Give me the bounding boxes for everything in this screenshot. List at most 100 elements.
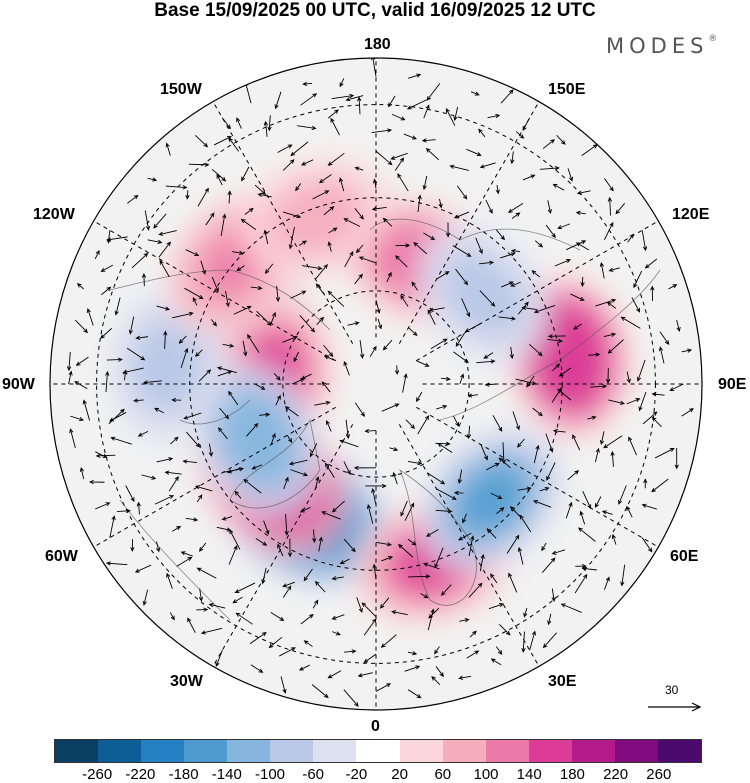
wind-arrow: [185, 249, 200, 257]
wind-arrow: [327, 152, 345, 166]
wind-arrow: [501, 442, 506, 465]
wind-arrow: [416, 391, 423, 403]
wind-arrow: [180, 347, 189, 368]
wind-arrow: [355, 244, 364, 254]
wind-arrow: [263, 520, 270, 535]
wind-arrow: [618, 485, 627, 505]
reference-vector-label: 30: [665, 683, 679, 697]
wind-arrow: [154, 495, 175, 505]
wind-arrow: [234, 582, 256, 594]
wind-arrow: [101, 286, 112, 296]
wind-arrow: [328, 227, 338, 234]
wind-arrow: [547, 338, 564, 343]
wind-arrow: [171, 525, 182, 532]
wind-arrow: [509, 506, 521, 517]
wind-arrow: [512, 411, 520, 431]
colorbar-tick-label: -60: [302, 766, 325, 783]
wind-arrow: [417, 415, 430, 435]
wind-arrow: [357, 672, 373, 678]
modes-logo: MODES®: [606, 34, 717, 58]
wind-arrow: [114, 297, 121, 316]
wind-arrow: [407, 326, 418, 337]
wind-arrow: [163, 330, 168, 349]
wind-arrow: [566, 240, 587, 251]
wind-arrow: [603, 332, 617, 338]
wind-arrow: [354, 208, 364, 220]
wind-arrow: [229, 529, 241, 550]
wind-arrow: [94, 249, 100, 260]
wind-arrow: [246, 422, 259, 437]
wind-arrow: [236, 265, 245, 272]
wind-arrow: [188, 162, 210, 167]
wind-arrow: [354, 166, 364, 171]
wind-arrow: [390, 152, 408, 160]
wind-arrow: [323, 344, 334, 358]
wind-arrow: [344, 649, 357, 654]
lon-label-90e: 90E: [718, 376, 747, 393]
wind-arrow: [479, 162, 496, 169]
wind-arrow: [458, 532, 472, 541]
wind-arrow: [314, 580, 326, 593]
wind-arrow: [358, 256, 377, 264]
wind-arrow: [186, 431, 201, 448]
wind-arrow: [109, 412, 127, 422]
wind-arrow: [395, 243, 411, 248]
wind-arrow: [359, 340, 365, 359]
wind-arrow: [242, 340, 248, 357]
wind-arrow: [220, 213, 227, 237]
wind-arrow: [495, 184, 500, 195]
wind-arrow: [529, 630, 537, 651]
wind-arrow: [288, 459, 308, 466]
wind-arrow: [282, 211, 302, 219]
wind-arrow: [286, 434, 293, 444]
wind-arrow: [277, 144, 293, 153]
wind-arrow: [331, 576, 344, 581]
wind-arrow: [315, 476, 320, 489]
wind-arrow: [542, 632, 558, 649]
wind-arrow: [510, 281, 521, 287]
colorbar-tick-label: 20: [391, 766, 408, 783]
wind-arrow: [82, 399, 91, 421]
wind-arrow: [185, 517, 199, 522]
wind-arrow: [279, 647, 296, 657]
wind-arrow: [303, 640, 313, 647]
wind-arrow: [288, 226, 295, 250]
colorbar-swatch: [571, 740, 615, 762]
wind-arrow: [434, 547, 444, 569]
wind-arrow: [381, 556, 394, 562]
wind-arrow: [282, 585, 292, 598]
wind-arrow: [403, 133, 417, 140]
wind-arrow: [345, 95, 364, 102]
wind-arrow: [425, 148, 440, 161]
lon-label-0: 0: [371, 718, 380, 735]
wind-arrow: [532, 500, 552, 508]
wind-arrow: [364, 428, 377, 434]
wind-arrow: [298, 240, 307, 246]
wind-arrow: [347, 321, 360, 326]
colorbar-tick-label: -260: [82, 766, 113, 783]
wind-arrow: [487, 113, 501, 119]
wind-arrow: [541, 557, 556, 573]
wind-arrow: [196, 567, 217, 579]
colorbar-tick-label: 100: [473, 766, 499, 783]
wind-arrow: [440, 584, 452, 596]
wind-arrow: [357, 96, 362, 115]
wind-arrow: [128, 316, 135, 335]
wind-arrow: [75, 319, 88, 334]
wind-arrow: [375, 150, 393, 166]
wind-arrow: [426, 83, 441, 101]
wind-arrow: [455, 268, 469, 286]
wind-arrow: [517, 301, 529, 315]
wind-arrow: [579, 510, 586, 525]
wind-arrow: [363, 653, 377, 663]
wind-arrow: [573, 323, 582, 330]
wind-arrow: [595, 298, 617, 307]
colorbar-swatch: [442, 740, 486, 762]
lon-label-90w: 90W: [2, 376, 35, 393]
wind-arrow: [604, 178, 614, 192]
wind-arrow: [381, 403, 400, 412]
wind-arrow: [219, 407, 230, 420]
wind-arrow: [293, 351, 299, 363]
wind-arrow: [476, 359, 496, 364]
wind-arrow: [651, 478, 669, 493]
